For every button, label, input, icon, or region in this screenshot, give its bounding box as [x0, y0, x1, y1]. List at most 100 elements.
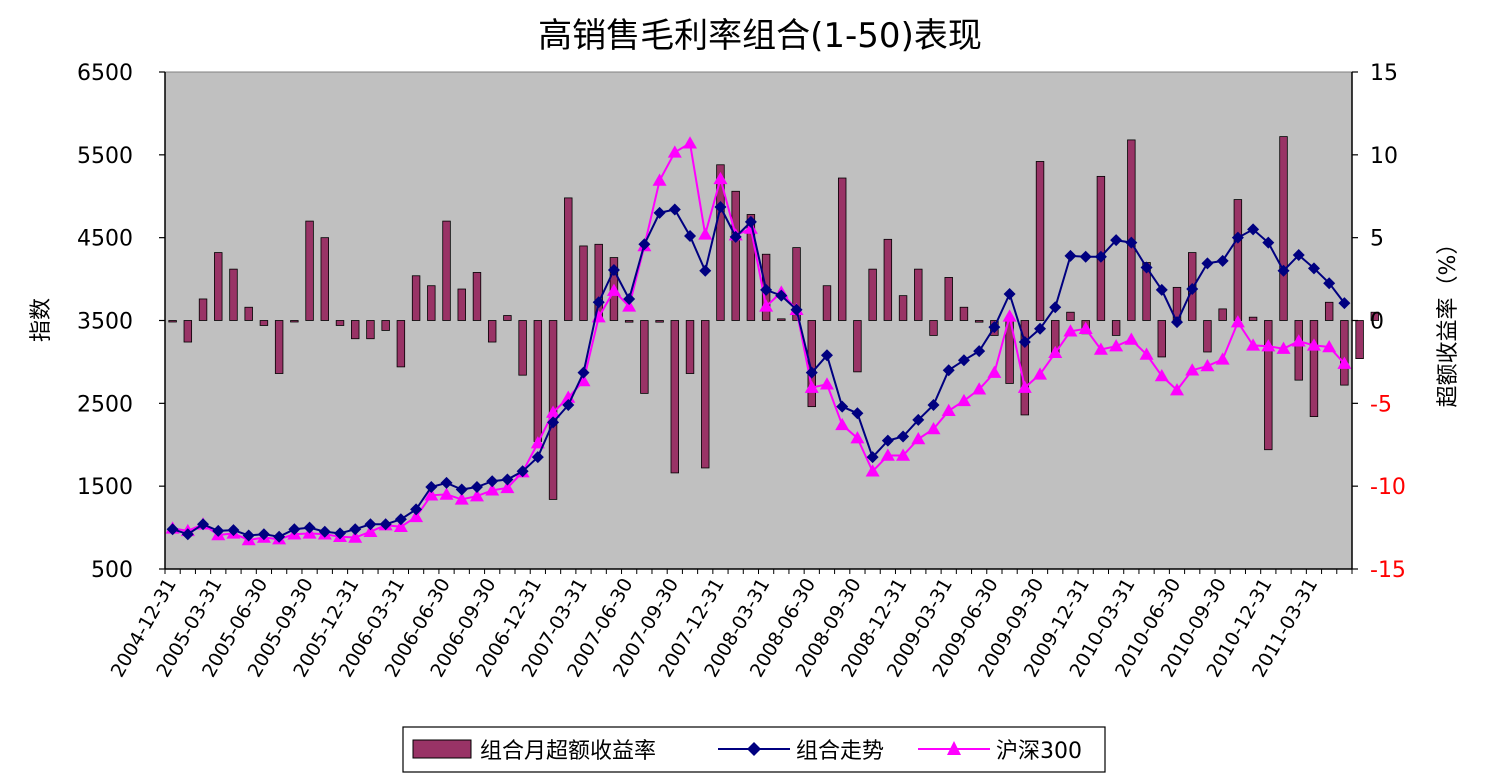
point-portfolio: [836, 400, 849, 413]
point-portfolio: [1079, 250, 1092, 263]
bar-excess-return: [853, 320, 862, 373]
point-portfolio: [288, 523, 301, 536]
bar-excess-return: [898, 295, 908, 321]
y-tick-label-right: 10: [1370, 144, 1398, 169]
point-portfolio: [1292, 249, 1305, 262]
point-hs300: [850, 431, 865, 444]
point-portfolio: [1262, 236, 1275, 249]
point-portfolio: [1125, 236, 1138, 249]
bar-excess-return: [579, 245, 588, 321]
y-tick-label-right: -15: [1370, 558, 1406, 583]
point-hs300: [804, 380, 819, 393]
bar-excess-return: [487, 320, 497, 343]
point-hs300: [1261, 339, 1276, 352]
bar-excess-return: [290, 320, 299, 323]
point-portfolio: [227, 524, 240, 537]
legend-swatch-bar: [412, 739, 472, 759]
point-portfolio: [1277, 264, 1290, 277]
bar-excess-return: [381, 320, 390, 331]
legend-label-bar: 组合月超额收益率: [480, 739, 656, 764]
bar-excess-return: [777, 318, 786, 321]
point-portfolio: [425, 480, 438, 493]
bar-excess-return: [670, 320, 680, 474]
y-tick-label-left: 1500: [77, 475, 133, 500]
y-tick-label-right: -5: [1370, 392, 1392, 417]
point-portfolio: [577, 366, 590, 379]
point-hs300: [1306, 338, 1321, 351]
point-portfolio: [973, 345, 986, 358]
bar-excess-return: [274, 320, 284, 374]
bar-excess-return: [411, 275, 421, 321]
bar-excess-return: [1233, 199, 1243, 321]
point-portfolio: [653, 206, 666, 219]
bar-excess-return: [837, 177, 847, 321]
point-portfolio: [334, 527, 347, 540]
point-hs300: [409, 509, 424, 523]
y-tick-label-left: 4500: [77, 227, 133, 252]
point-portfolio: [912, 413, 925, 426]
point-portfolio: [729, 230, 742, 243]
bar-excess-return: [442, 220, 451, 321]
bar-excess-return: [320, 237, 329, 321]
point-hs300: [1017, 380, 1032, 393]
point-portfolio: [638, 238, 651, 251]
point-portfolio: [744, 215, 757, 228]
point-hs300: [1337, 356, 1352, 369]
bar-excess-return: [1279, 136, 1288, 321]
bar-excess-return: [1340, 320, 1349, 386]
point-portfolio: [562, 398, 575, 411]
point-hs300: [1093, 342, 1108, 355]
point-hs300: [1033, 367, 1048, 380]
legend-label-hs300: 沪深300: [996, 739, 1082, 764]
point-hs300: [759, 299, 774, 312]
bar-excess-return: [1157, 320, 1166, 358]
point-hs300: [485, 483, 500, 496]
bar-excess-return: [533, 320, 543, 442]
point-portfolio: [820, 349, 833, 362]
point-hs300: [926, 422, 941, 435]
point-hs300: [819, 377, 834, 390]
point-portfolio: [242, 529, 255, 542]
point-hs300: [865, 464, 880, 477]
bar-excess-return: [427, 285, 436, 321]
point-hs300: [363, 524, 378, 537]
point-hs300: [1109, 339, 1124, 352]
point-portfolio: [364, 518, 377, 531]
line-series: [165, 136, 1352, 546]
bar-excess-return: [655, 320, 664, 323]
point-portfolio: [273, 530, 286, 543]
y-tick-label-right: 15: [1370, 61, 1398, 86]
bar-excess-return: [701, 320, 710, 469]
point-hs300: [1078, 321, 1093, 335]
bar-excess-return: [305, 220, 314, 321]
point-portfolio: [303, 521, 316, 534]
point-portfolio: [181, 528, 194, 541]
point-hs300: [896, 448, 911, 461]
bar-excess-return: [974, 320, 984, 323]
bar-excess-return: [822, 285, 832, 321]
point-hs300: [1063, 324, 1078, 337]
y-tick-label-left: 5500: [77, 144, 133, 169]
point-hs300: [606, 283, 621, 296]
bar-excess-return: [914, 268, 923, 321]
point-portfolio: [1094, 250, 1107, 263]
bar-excess-return: [564, 197, 573, 321]
point-hs300: [622, 299, 637, 312]
point-hs300: [546, 405, 561, 418]
bar-excess-return: [259, 320, 269, 326]
point-portfolio: [684, 230, 697, 243]
point-hs300: [1139, 347, 1154, 360]
point-hs300: [941, 403, 956, 417]
bar-excess-return: [229, 268, 238, 321]
point-hs300: [1002, 309, 1017, 322]
bar-excess-return: [731, 190, 740, 321]
point-portfolio: [531, 451, 544, 464]
bar-excess-return: [716, 164, 725, 321]
bar-excess-return: [214, 252, 223, 321]
point-hs300: [454, 492, 469, 505]
point-portfolio: [942, 364, 955, 377]
bar-excess-return: [1127, 139, 1136, 321]
point-portfolio: [394, 513, 407, 526]
point-portfolio: [1186, 283, 1199, 296]
bar-excess-return: [1370, 311, 1380, 321]
